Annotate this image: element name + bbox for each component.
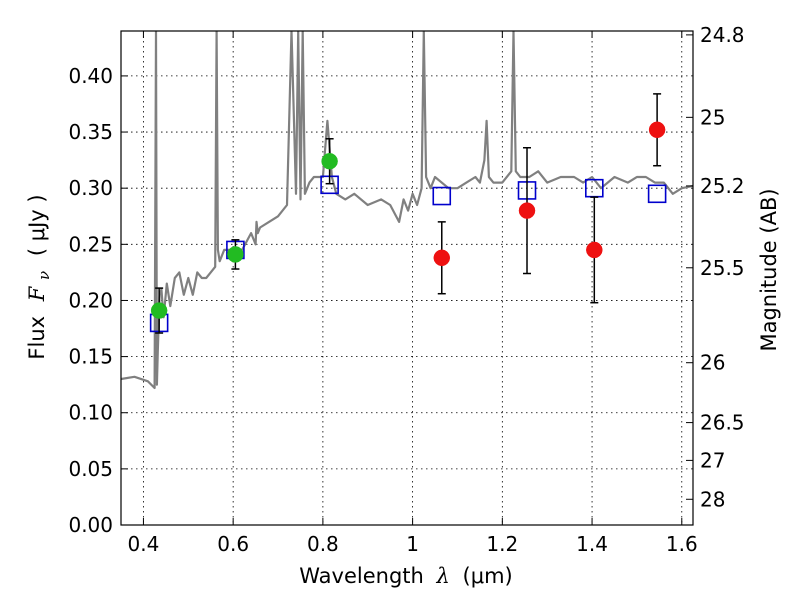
y-tick-label: 0.40 — [68, 64, 113, 88]
x-axis-label-prefix: Wavelength — [299, 564, 424, 588]
y-tick-label: 0.20 — [68, 288, 113, 312]
magnitude-tick-label: 25.5 — [700, 256, 745, 280]
y-axis-label-prefix: Flux — [25, 316, 49, 360]
y-axis-label-symbol: F — [25, 285, 49, 302]
x-axis-ticks: 0.4 0.6 0.8 1 1.2 1.4 1.6 — [128, 31, 698, 556]
x-tick-label: 1.6 — [666, 532, 698, 556]
x-tick-label: 1.2 — [486, 532, 518, 556]
model-square-marker — [432, 186, 452, 206]
y-tick-label: 0.25 — [68, 232, 113, 256]
y-tick-label: 0.35 — [68, 120, 113, 144]
y-axis-label-subscript: ν — [35, 271, 53, 280]
red-flux-point — [648, 121, 666, 139]
y-tick-label: 0.05 — [68, 457, 113, 481]
photometry-points — [149, 93, 667, 334]
x-tick-label: 1 — [406, 532, 419, 556]
y-tick-label: 0.10 — [68, 401, 113, 425]
y-tick-label: 0.00 — [68, 513, 113, 537]
magnitude-tick-label: 26.5 — [700, 411, 745, 435]
spectrum-line-series — [121, 31, 693, 390]
y-tick-label: 0.30 — [68, 176, 113, 200]
spectrum-line — [121, 31, 693, 390]
magnitude-axis-label: Magnitude (AB) — [757, 188, 781, 351]
green-flux-point — [150, 302, 168, 319]
x-axis-label: Wavelength λ (μm) — [299, 564, 512, 588]
magnitude-tick-label: 27 — [700, 448, 725, 472]
magnitude-axis-ticks: 24.8 25 25.2 25.5 26 26.5 27 28 — [686, 23, 745, 511]
x-axis-label-unit: (μm) — [463, 564, 513, 588]
x-tick-label: 1.4 — [576, 532, 608, 556]
green-flux-point — [321, 152, 338, 170]
y-axis-label-unit: ( μJy ) — [25, 194, 49, 256]
magnitude-tick-label: 25.2 — [700, 174, 745, 198]
x-tick-label: 0.6 — [217, 532, 249, 556]
green-flux-point — [227, 246, 244, 263]
magnitude-tick-label: 25 — [700, 105, 725, 129]
model-square-marker — [647, 184, 667, 204]
x-tick-label: 0.4 — [128, 532, 160, 556]
red-flux-point — [518, 202, 536, 219]
magnitude-tick-label: 26 — [700, 351, 725, 375]
magnitude-tick-label: 24.8 — [700, 23, 745, 47]
y-axis-label: Flux F ν ( μJy ) — [25, 194, 54, 359]
plot-frame — [120, 30, 694, 526]
magnitude-tick-label: 28 — [700, 487, 725, 511]
red-flux-point — [433, 249, 451, 267]
red-flux-point — [586, 241, 603, 259]
x-axis-label-symbol: λ — [436, 564, 450, 588]
x-tick-label: 0.8 — [307, 532, 339, 556]
y-axis-ticks: 0.00 0.05 0.10 0.15 0.20 0.25 0.30 0.35 0.40 — [68, 64, 128, 537]
y-tick-label: 0.15 — [68, 345, 113, 369]
